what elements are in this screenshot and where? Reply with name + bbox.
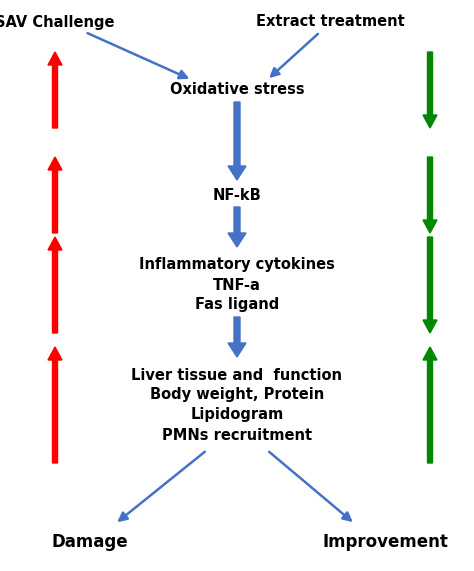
- FancyArrow shape: [423, 237, 437, 333]
- FancyArrow shape: [48, 157, 62, 233]
- Text: PMNs recruitment: PMNs recruitment: [162, 428, 312, 443]
- Text: Damage: Damage: [52, 533, 128, 551]
- Text: NF-kB: NF-kB: [213, 187, 261, 203]
- FancyArrow shape: [423, 52, 437, 128]
- Text: Oxidative stress: Oxidative stress: [170, 82, 304, 98]
- Text: SAV Challenge: SAV Challenge: [0, 14, 115, 30]
- Text: Lipidogram: Lipidogram: [191, 408, 283, 423]
- FancyArrow shape: [423, 347, 437, 463]
- FancyArrow shape: [228, 207, 246, 247]
- FancyArrow shape: [423, 157, 437, 233]
- FancyArrow shape: [48, 237, 62, 333]
- Text: Body weight, Protein: Body weight, Protein: [150, 388, 324, 403]
- Text: Improvement: Improvement: [322, 533, 448, 551]
- Text: Inflammatory cytokines: Inflammatory cytokines: [139, 258, 335, 272]
- Text: Fas ligand: Fas ligand: [195, 297, 279, 312]
- FancyArrow shape: [228, 102, 246, 180]
- FancyArrow shape: [48, 347, 62, 463]
- Text: Extract treatment: Extract treatment: [255, 14, 404, 30]
- FancyArrow shape: [228, 317, 246, 357]
- Text: Liver tissue and  function: Liver tissue and function: [131, 368, 343, 383]
- FancyArrow shape: [48, 52, 62, 128]
- Text: TNF-a: TNF-a: [213, 278, 261, 292]
